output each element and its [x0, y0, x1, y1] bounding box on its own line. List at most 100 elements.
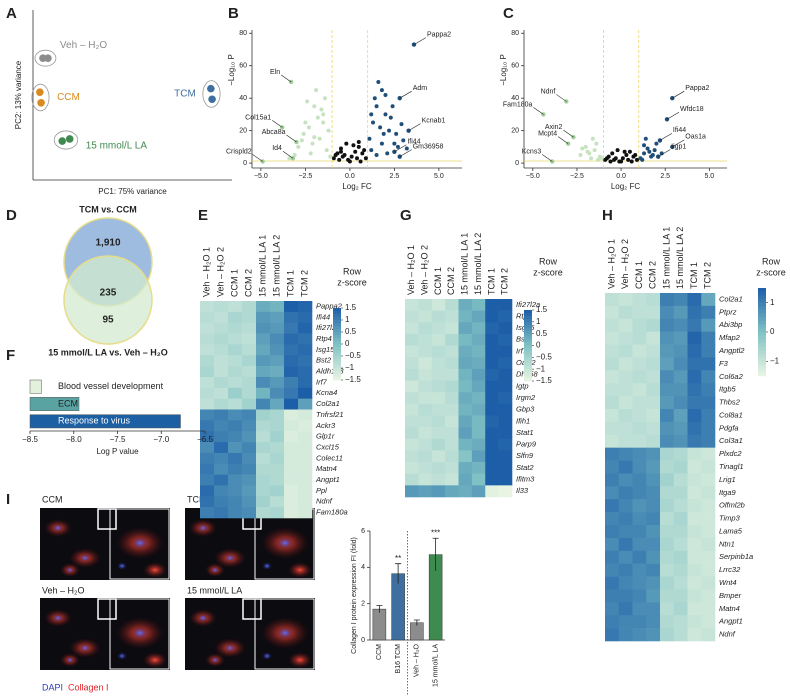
heatmap-cell [405, 310, 419, 323]
row-label: Ndnf [316, 497, 333, 506]
heatmap-cell [405, 427, 419, 440]
heatmap-cell [646, 563, 661, 577]
heatmap-cell [445, 438, 459, 451]
panel-label: B [228, 5, 239, 22]
heatmap-cell [687, 447, 702, 461]
heatmap-cell [256, 463, 271, 475]
colorbar-step [758, 317, 766, 322]
x-axis-label: Log₂ FC [342, 182, 372, 191]
colorbar-tick-label: 1.5 [536, 305, 548, 314]
heatmap-cell [605, 460, 620, 474]
point [326, 128, 331, 133]
heatmap-cell [660, 357, 675, 371]
heatmap-cell [214, 507, 229, 519]
labeled-point [392, 149, 397, 154]
heatmap-cell [200, 420, 215, 432]
column-label: Veh – H₂O 1 [406, 245, 416, 295]
heatmap-cell [200, 398, 215, 410]
point [592, 148, 597, 153]
set-label: 15 mmol/L LA vs. Veh – H₂O [48, 347, 168, 357]
colorbar-step [758, 295, 766, 300]
heatmap-cell [646, 383, 661, 397]
heatmap-cell [687, 589, 702, 603]
point [356, 144, 361, 149]
heatmap-cell [632, 499, 647, 513]
group-ellipse [34, 49, 57, 67]
heatmap-cell [431, 462, 446, 475]
colorbar-step [524, 310, 532, 314]
bar-label: Blood vessel development [58, 381, 164, 391]
heatmap-cell [214, 496, 229, 508]
colorbar-tick-label: 1 [345, 315, 350, 324]
heatmap-cell [270, 507, 285, 519]
colorbar-step [524, 321, 532, 326]
point [645, 146, 650, 151]
gene-label: Gm36958 [413, 143, 444, 150]
colorbar-step [524, 372, 532, 376]
micrograph [39, 507, 171, 581]
heatmap-cell [646, 409, 661, 423]
heatmap-cell [605, 615, 620, 629]
row-label: Ifi27l2a [516, 300, 540, 309]
heatmap-cell [701, 421, 716, 436]
heatmap-cell [431, 485, 446, 498]
heatmap-cell [298, 387, 313, 399]
point [351, 143, 356, 148]
colorbar-step [758, 350, 766, 355]
heatmap-cell [445, 473, 459, 486]
point [301, 131, 306, 136]
y-tick-label: 6 [361, 528, 365, 535]
heatmap-cell [618, 305, 633, 320]
colorbar-tick-label: 0.5 [536, 329, 548, 338]
heatmap-cell [701, 589, 716, 603]
heatmap-cell [431, 403, 446, 416]
heatmap-cell [498, 299, 513, 311]
gene-label: Ndnf [541, 88, 556, 95]
colorbar-step [333, 377, 341, 381]
heatmap-cell [605, 396, 620, 410]
heatmap-cell [673, 293, 688, 307]
heatmap-cell [298, 301, 313, 313]
heatmap-cell [256, 333, 271, 345]
heatmap-cell [618, 589, 633, 603]
point [308, 151, 313, 156]
y-tick-label: 0 [361, 637, 365, 644]
point [659, 151, 664, 156]
point [654, 141, 659, 146]
heatmap-cell [632, 318, 647, 332]
point [355, 156, 359, 161]
stain-label: Collagen I [68, 682, 109, 692]
row-label: Pdgfa [719, 423, 739, 432]
row-label: Plxdc2 [719, 449, 742, 458]
heatmap-cell [418, 403, 433, 416]
heatmap-cell [431, 333, 446, 346]
heatmap-cell [284, 496, 299, 508]
heatmap-cell [256, 311, 271, 323]
heatmap-cell [605, 512, 620, 526]
point [599, 156, 604, 161]
leader-line [280, 74, 292, 83]
colorbar-step [333, 341, 341, 345]
row-label: Aldh1a3 [315, 367, 344, 376]
heatmap-cell [605, 434, 620, 448]
heatmap-cell [701, 305, 716, 320]
panel-label: C [503, 5, 514, 22]
heatmap-cell [445, 345, 459, 358]
heatmap-cell [701, 563, 716, 577]
heatmap-cell [242, 474, 257, 486]
colorbar-step [524, 327, 532, 332]
heatmap-cell [605, 537, 620, 552]
heatmap-cell [618, 370, 633, 384]
heatmap-cell [632, 396, 647, 410]
heatmap-cell [431, 473, 446, 486]
x-tick-label: −7.0 [153, 435, 169, 444]
colorbar-step [333, 320, 341, 324]
point [321, 112, 326, 117]
heatmap-cell [298, 409, 313, 421]
leader-line [286, 134, 297, 143]
heatmap-cell [298, 376, 313, 389]
heatmap-cell [458, 345, 473, 358]
heatmap-cell [431, 357, 446, 370]
point [385, 151, 390, 156]
heatmap-cell [701, 576, 716, 590]
